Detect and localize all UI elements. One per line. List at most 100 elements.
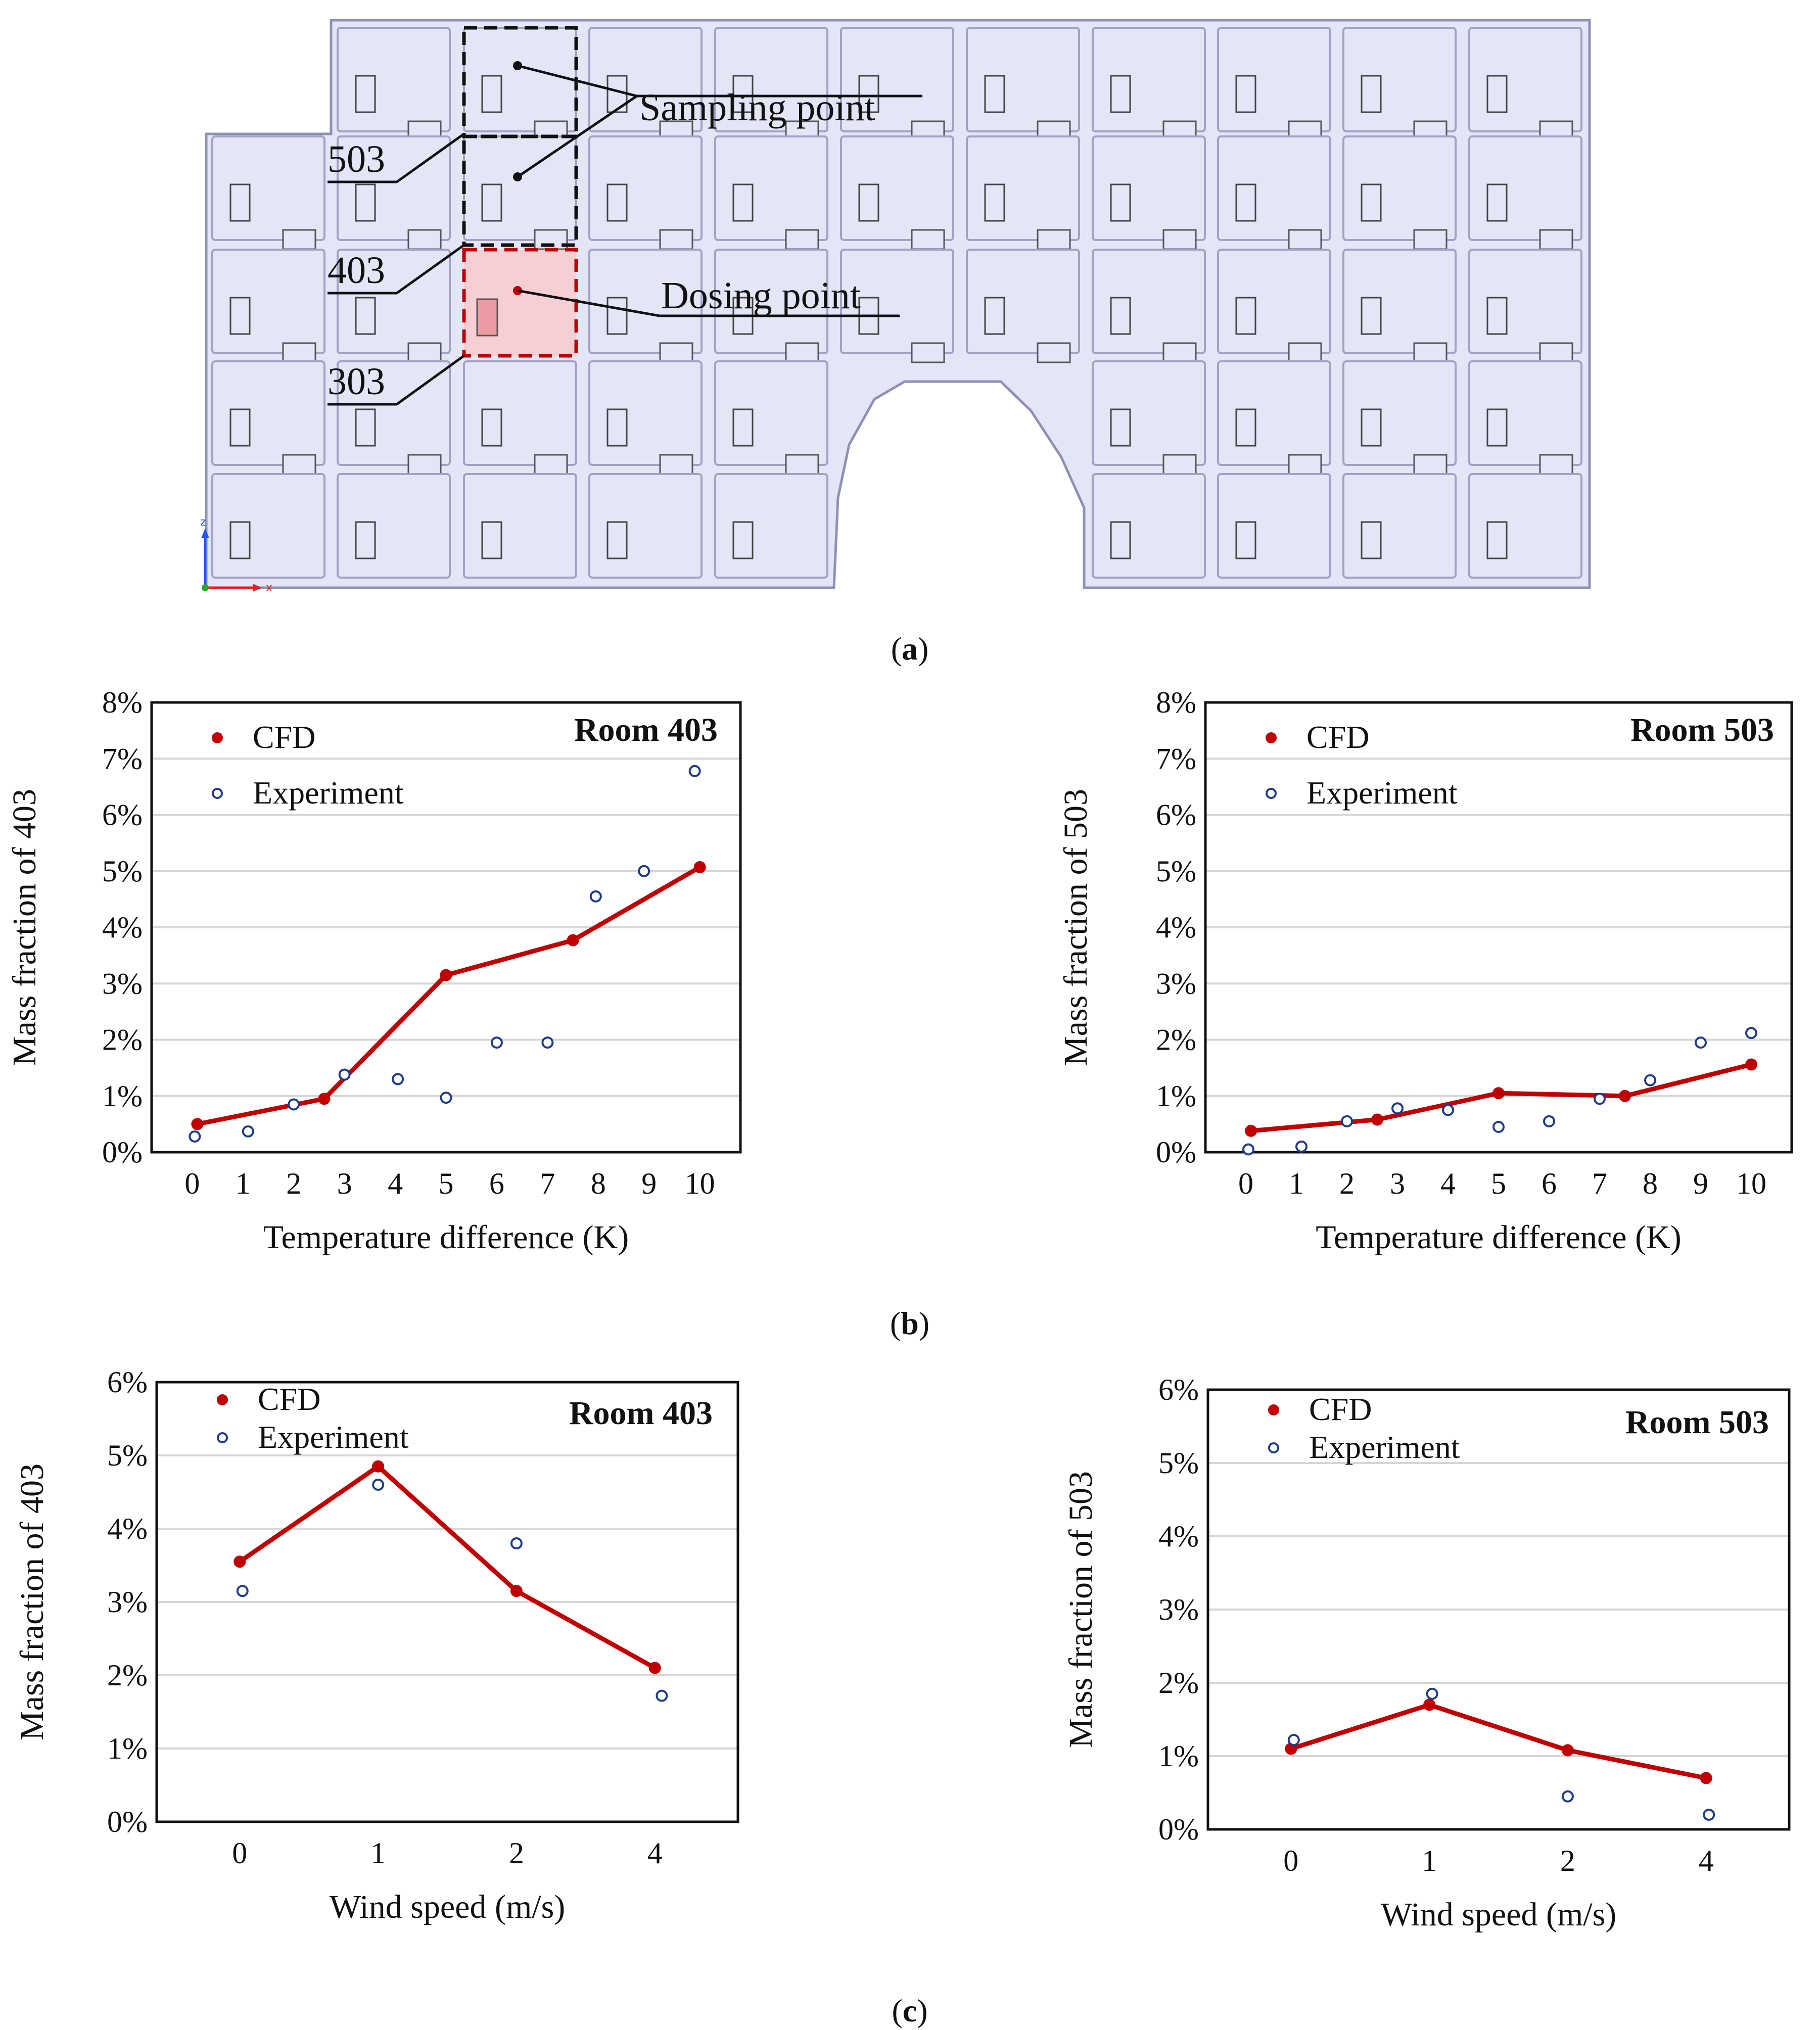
experiment-point bbox=[541, 1036, 554, 1049]
experiment-point bbox=[1745, 1027, 1757, 1040]
room-label-403: 403 bbox=[328, 249, 385, 292]
room-window bbox=[229, 297, 251, 335]
room-window bbox=[1110, 183, 1131, 222]
y-tick-label: 0% bbox=[1156, 1136, 1196, 1169]
x-tick-label: 9 bbox=[641, 1167, 657, 1200]
x-tick-label: 2 bbox=[1560, 1844, 1575, 1877]
room-cell bbox=[1342, 135, 1457, 241]
room-window bbox=[984, 75, 1005, 113]
axis-x-head bbox=[253, 584, 262, 592]
room-cell bbox=[1092, 249, 1206, 354]
room-cell bbox=[211, 360, 325, 466]
room-cell bbox=[714, 473, 828, 579]
legend-experiment-marker bbox=[1268, 1442, 1279, 1453]
x-tick-label: 3 bbox=[1390, 1167, 1405, 1200]
room-cell bbox=[1217, 360, 1331, 466]
legend-cfd-marker bbox=[217, 1394, 228, 1405]
room-cell bbox=[840, 135, 954, 241]
leader-dosing bbox=[517, 289, 660, 317]
room-vent bbox=[1162, 342, 1197, 363]
room-cell bbox=[211, 473, 325, 579]
chart-room-503-wind: 0% 1% 2% 3% 4% 5% 6% 0 1 2 4 Wind speed (m/s) Mass f… bbox=[1062, 1373, 1791, 1933]
x-tick-label: 8 bbox=[1643, 1167, 1658, 1200]
room-window bbox=[1486, 297, 1508, 335]
plot-frame bbox=[155, 1381, 739, 1823]
axis-origin bbox=[202, 584, 209, 591]
room-window bbox=[1235, 183, 1256, 222]
room-cell bbox=[1217, 135, 1331, 241]
chart-title: Room 503 bbox=[1630, 712, 1774, 748]
y-axis-label: Mass fraction of 403 bbox=[14, 1464, 51, 1740]
experiment-point bbox=[1695, 1036, 1707, 1049]
axis-x-label: x bbox=[266, 582, 272, 594]
experiment-point bbox=[1561, 1790, 1574, 1803]
y-tick-label: 2% bbox=[1156, 1023, 1196, 1057]
x-tick-label: 4 bbox=[647, 1836, 663, 1870]
experiment-point bbox=[1594, 1093, 1606, 1105]
dosing-point-label: Dosing point bbox=[661, 274, 861, 317]
room-cell bbox=[1092, 360, 1206, 466]
room-vent bbox=[1288, 229, 1322, 250]
room-cell bbox=[463, 360, 577, 466]
room-window bbox=[1486, 408, 1508, 447]
y-tick-label: 0% bbox=[102, 1136, 143, 1169]
room-vent bbox=[1413, 342, 1448, 363]
cfd-point bbox=[567, 934, 579, 947]
x-tick-label: 3 bbox=[337, 1167, 352, 1200]
x-tick-label: 10 bbox=[685, 1167, 715, 1200]
room-label-503: 503 bbox=[328, 138, 385, 180]
x-tick-label: 7 bbox=[1592, 1167, 1607, 1200]
y-tick-label: 3% bbox=[1158, 1593, 1199, 1626]
room-vent bbox=[911, 342, 945, 363]
room-label-503-leader bbox=[396, 132, 465, 183]
room-window bbox=[1361, 521, 1382, 559]
experiment-point bbox=[510, 1537, 523, 1549]
experiment-point bbox=[1644, 1074, 1656, 1087]
x-tick-label: 6 bbox=[1542, 1167, 1557, 1200]
y-tick-label: 6% bbox=[1156, 798, 1196, 832]
room-cell bbox=[463, 473, 577, 579]
room-label-303-leader bbox=[396, 354, 465, 406]
chart-room-403-wind: 0% 1% 2% 3% 4% 5% 6% 0 1 2 4 Wind speed (m/s) Mass f… bbox=[14, 1365, 739, 1925]
sampling-room-503 bbox=[462, 26, 578, 138]
room-cell bbox=[966, 249, 1080, 354]
room-window bbox=[355, 297, 376, 335]
room-cell bbox=[1342, 249, 1457, 354]
cfd-point bbox=[1561, 1744, 1574, 1757]
legend-experiment-label: Experiment bbox=[1309, 1429, 1460, 1465]
sampling-point-label: Sampling point bbox=[639, 86, 875, 129]
room-vent bbox=[282, 454, 316, 475]
y-tick-label: 8% bbox=[102, 686, 143, 719]
room-vent bbox=[659, 454, 693, 475]
room-window bbox=[606, 521, 628, 559]
panel-label-a: (a) bbox=[891, 631, 929, 667]
experiment-point bbox=[1426, 1687, 1438, 1700]
room-window bbox=[1235, 297, 1256, 335]
x-tick-label: 4 bbox=[1440, 1167, 1456, 1200]
room-window bbox=[1110, 297, 1131, 335]
y-tick-label: 2% bbox=[107, 1659, 148, 1692]
chart-title: Room 403 bbox=[574, 712, 718, 748]
room-cell bbox=[1092, 135, 1206, 241]
room-cell bbox=[337, 27, 451, 132]
y-axis-label: Mass fraction of 503 bbox=[1062, 1471, 1099, 1748]
room-label-403-leader bbox=[396, 244, 465, 295]
x-tick-label: 0 bbox=[1283, 1844, 1298, 1877]
experiment-point bbox=[638, 865, 650, 877]
room-vent bbox=[1288, 342, 1322, 363]
experiment-point bbox=[656, 1689, 668, 1702]
cfd-series-line bbox=[197, 865, 701, 1126]
leader-sampling-2 bbox=[517, 95, 638, 178]
y-tick-label: 0% bbox=[1158, 1813, 1199, 1846]
room-vent bbox=[1288, 454, 1322, 475]
room-cell bbox=[337, 135, 451, 241]
experiment-point bbox=[1391, 1102, 1404, 1115]
room-cell bbox=[588, 135, 703, 241]
room-vent bbox=[911, 229, 945, 250]
y-tick-label: 2% bbox=[1158, 1666, 1199, 1699]
x-axis-label: Wind speed (m/s) bbox=[1381, 1896, 1617, 1933]
y-axis-label: Mass fraction of 403 bbox=[6, 789, 43, 1066]
room-cell bbox=[1092, 27, 1206, 132]
experiment-point bbox=[236, 1585, 249, 1597]
y-tick-label: 4% bbox=[1156, 911, 1196, 944]
